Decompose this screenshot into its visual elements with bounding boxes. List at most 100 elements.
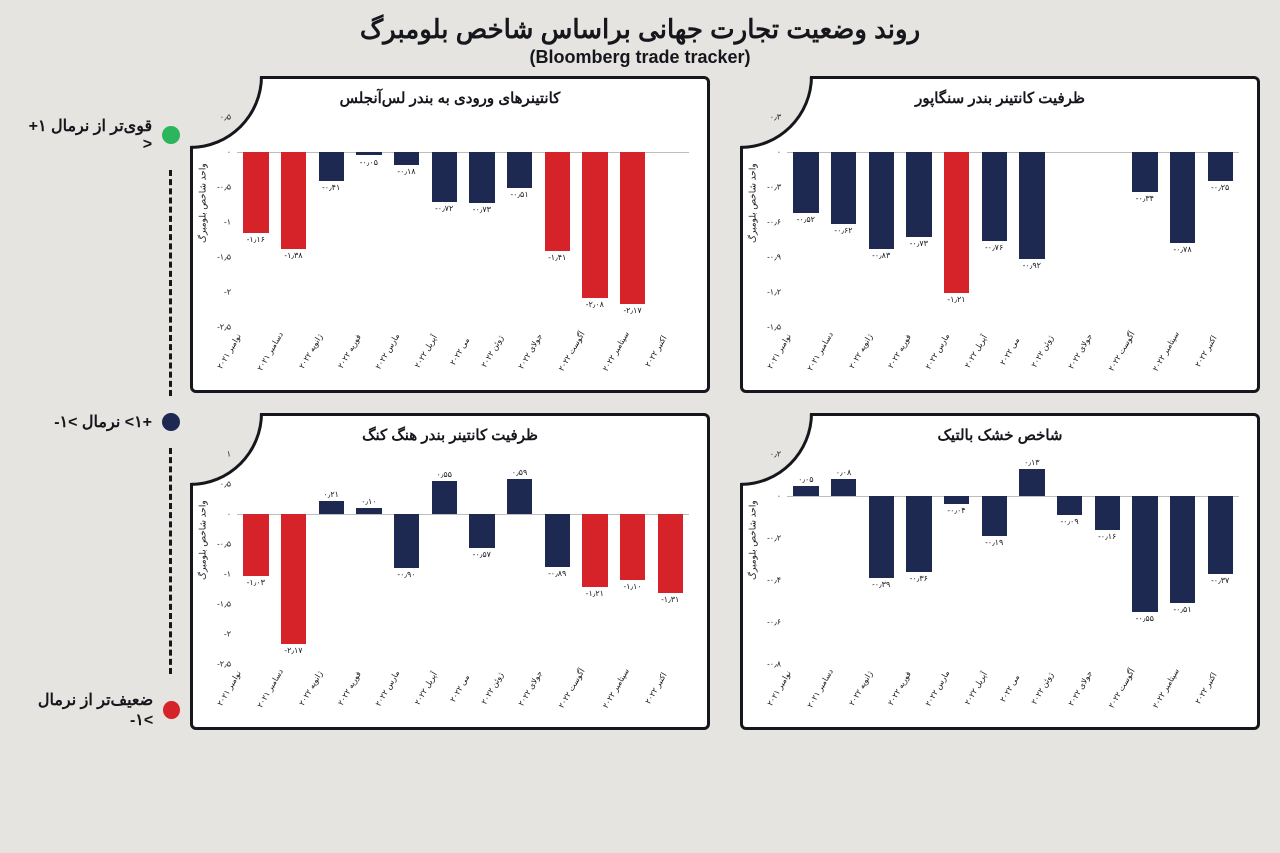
y-tick: -۱٫۵ — [753, 323, 781, 332]
bar — [1170, 496, 1195, 603]
bar-value-label: -۰٫۳۷ — [1211, 576, 1229, 585]
bar — [394, 514, 419, 568]
bar-column: -۱٫۲۱ — [579, 454, 611, 664]
y-tick: -۲٫۵ — [203, 660, 231, 669]
bar — [1132, 152, 1157, 192]
legend-weak: ضعیف‌تر از نرمال >۱- — [20, 690, 180, 730]
bar-column: -۰٫۳۷ — [1204, 454, 1236, 664]
bar — [793, 152, 818, 213]
bar-value-label: -۱٫۳۱ — [661, 595, 679, 604]
bar — [319, 152, 344, 181]
bar-value-label: -۰٫۰۹ — [1060, 517, 1078, 526]
chart-area: ۰٫۲۰-۰٫۲-۰٫۴-۰٫۶-۰٫۸واحد شاخص بلومبرگ۰٫۰… — [753, 450, 1247, 710]
bar-column: ۰٫۵۵ — [428, 454, 460, 664]
bar-column: -۱٫۴۱ — [541, 117, 573, 327]
bar-column: -۰٫۲۵ — [1204, 117, 1236, 327]
bar-value-label: -۰٫۴۱ — [322, 183, 340, 192]
y-axis-label: واحد شاخص بلومبرگ — [748, 163, 759, 243]
bar-column: -۰٫۵۷ — [466, 454, 498, 664]
bar-value-label: -۰٫۵۱ — [510, 190, 528, 199]
legend-strong-label: قوی‌تر از نرمال ۱+< — [20, 116, 152, 154]
chart-card: ظرفیت کانتینر بندر هنگ کنگ۱۰٫۵۰-۰٫۵-۱-۱٫… — [190, 413, 710, 730]
bar — [831, 152, 856, 224]
bar-column: -۰٫۱۶ — [1091, 454, 1123, 664]
page-subtitle: (Bloomberg trade tracker) — [0, 47, 1280, 68]
bar-value-label: -۱٫۲۱ — [947, 295, 965, 304]
bar-column: -۰٫۰۹ — [1054, 454, 1086, 664]
bar-value-label: ۰٫۵۵ — [436, 470, 452, 479]
bar — [869, 496, 894, 578]
plot-area: -۰٫۵۲-۰٫۶۲-۰٫۸۳-۰٫۷۳-۱٫۲۱-۰٫۷۶-۰٫۹۲-۰٫۳۴… — [787, 117, 1239, 327]
bar-column: -۰٫۰۵ — [353, 117, 385, 327]
bar — [582, 514, 607, 587]
page-title: روند وضعیت تجارت جهانی براساس شاخص بلومب… — [0, 14, 1280, 45]
bar-value-label: -۲٫۱۷ — [623, 306, 641, 315]
bar-value-label: ۰٫۱۳ — [1024, 458, 1040, 467]
bar-value-label: -۰٫۵۱ — [1173, 605, 1191, 614]
bar — [319, 501, 344, 514]
bar — [1170, 152, 1195, 243]
bar — [582, 152, 607, 298]
bar-value-label: -۰٫۵۷ — [473, 550, 491, 559]
bar-column — [654, 117, 686, 327]
y-tick: ۰٫۵ — [203, 480, 231, 489]
bar-value-label: -۰٫۰۴ — [947, 506, 965, 515]
bar-value-label: -۰٫۹۲ — [1023, 261, 1041, 270]
y-axis-label: واحد شاخص بلومبرگ — [198, 500, 209, 580]
legend-divider — [169, 170, 172, 396]
bar-value-label: -۰٫۱۸ — [397, 167, 415, 176]
y-tick: ۰٫۲ — [753, 450, 781, 459]
bar-value-label: -۰٫۷۳ — [473, 205, 491, 214]
chart-area: ۰٫۵۰-۰٫۵-۱-۱٫۵-۲-۲٫۵واحد شاخص بلومبرگ-۱٫… — [203, 113, 697, 373]
bar — [507, 479, 532, 514]
y-tick: -۱٫۵ — [203, 600, 231, 609]
bar-column: -۰٫۸۹ — [541, 454, 573, 664]
bar-column: -۰٫۵۱ — [504, 117, 536, 327]
bar-column: -۰٫۳۶ — [903, 454, 935, 664]
y-tick: -۰٫۸ — [753, 660, 781, 669]
bar-column: -۱٫۱۶ — [240, 117, 272, 327]
bar — [1132, 496, 1157, 612]
bar-value-label: -۰٫۷۶ — [985, 243, 1003, 252]
bar-value-label: -۱٫۱۶ — [247, 235, 265, 244]
x-tick: اکتبر ۲۰۲۲ — [1193, 334, 1248, 386]
y-tick: ۱ — [203, 450, 231, 459]
dot-strong-icon — [162, 126, 180, 144]
bar — [432, 152, 457, 202]
bar-value-label: ۰٫۲۱ — [323, 490, 339, 499]
bar-value-label: -۰٫۸۳ — [872, 251, 890, 260]
x-axis: نوامبر ۲۰۲۱دسامبر ۲۰۲۱ژانویه ۲۰۲۲فوریه ۲… — [787, 329, 1239, 373]
bar-value-label: -۰٫۷۳ — [910, 239, 928, 248]
chart-title: کانتینرهای ورودی به بندر لس‌آنجلس — [203, 89, 697, 107]
chart-card: ظرفیت کانتینر بندر سنگاپور۰٫۳۰-۰٫۳-۰٫۶-۰… — [740, 76, 1260, 393]
y-tick: -۱٫۵ — [203, 252, 231, 261]
bar — [243, 152, 268, 233]
x-tick: اکتبر ۲۰۲۲ — [643, 671, 698, 723]
bar-column: -۰٫۶۲ — [828, 117, 860, 327]
bar-column: -۰٫۱۹ — [978, 454, 1010, 664]
bar-column: -۲٫۱۷ — [617, 117, 649, 327]
legend-weak-label: ضعیف‌تر از نرمال >۱- — [20, 690, 153, 730]
bar — [356, 508, 381, 514]
bar — [620, 514, 645, 580]
bar — [620, 152, 645, 304]
bar — [869, 152, 894, 249]
bar-value-label: -۱٫۳۸ — [284, 251, 302, 260]
chart-card: شاخص خشک بالتیک۰٫۲۰-۰٫۲-۰٫۴-۰٫۶-۰٫۸واحد … — [740, 413, 1260, 730]
bar-column: -۰٫۷۲ — [428, 117, 460, 327]
y-tick: -۱٫۲ — [753, 288, 781, 297]
bar-column: -۰٫۷۶ — [978, 117, 1010, 327]
dot-normal-icon — [162, 413, 180, 431]
bar-value-label: -۰٫۷۲ — [435, 204, 453, 213]
bar-column: -۰٫۸۳ — [865, 117, 897, 327]
bar — [281, 152, 306, 249]
bar-column: -۰٫۰۴ — [941, 454, 973, 664]
bar — [944, 152, 969, 293]
bar-value-label: -۰٫۳۴ — [1136, 194, 1154, 203]
bar-column: -۰٫۷۳ — [466, 117, 498, 327]
x-axis: نوامبر ۲۰۲۱دسامبر ۲۰۲۱ژانویه ۲۰۲۲فوریه ۲… — [787, 666, 1239, 710]
y-tick: -۰٫۹ — [753, 252, 781, 261]
y-tick: ۰ — [753, 147, 781, 156]
bar-value-label: -۰٫۰۵ — [360, 158, 378, 167]
bar-column: -۰٫۵۱ — [1167, 454, 1199, 664]
